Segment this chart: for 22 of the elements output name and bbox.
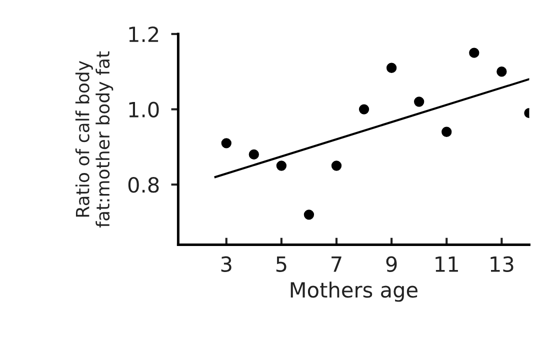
point (221, 138, 232, 148)
point (358, 104, 370, 114)
point (248, 149, 259, 160)
point (386, 62, 397, 73)
x-axis-title: Mothers age (290, 282, 418, 302)
point (469, 48, 480, 58)
point (331, 160, 342, 171)
x-tick-label: 13 (490, 256, 514, 272)
x-tick-label: 9 (386, 256, 397, 272)
point (304, 210, 314, 220)
y-tick-label: 1.0 (129, 102, 159, 118)
point (442, 126, 452, 137)
x-tick-label: 3 (221, 256, 232, 272)
y-axis-title: Ratio of calf body fat:mother body fat (75, 51, 114, 228)
y-tick-label: 1.2 (129, 26, 158, 42)
point (276, 160, 287, 171)
point (496, 66, 507, 77)
point (414, 96, 424, 107)
x-tick-label: 11 (436, 256, 458, 272)
y-tick-label: 0.8 (128, 177, 159, 193)
x-tick-label: 5 (276, 256, 286, 272)
x-tick-label: 7 (332, 256, 342, 272)
